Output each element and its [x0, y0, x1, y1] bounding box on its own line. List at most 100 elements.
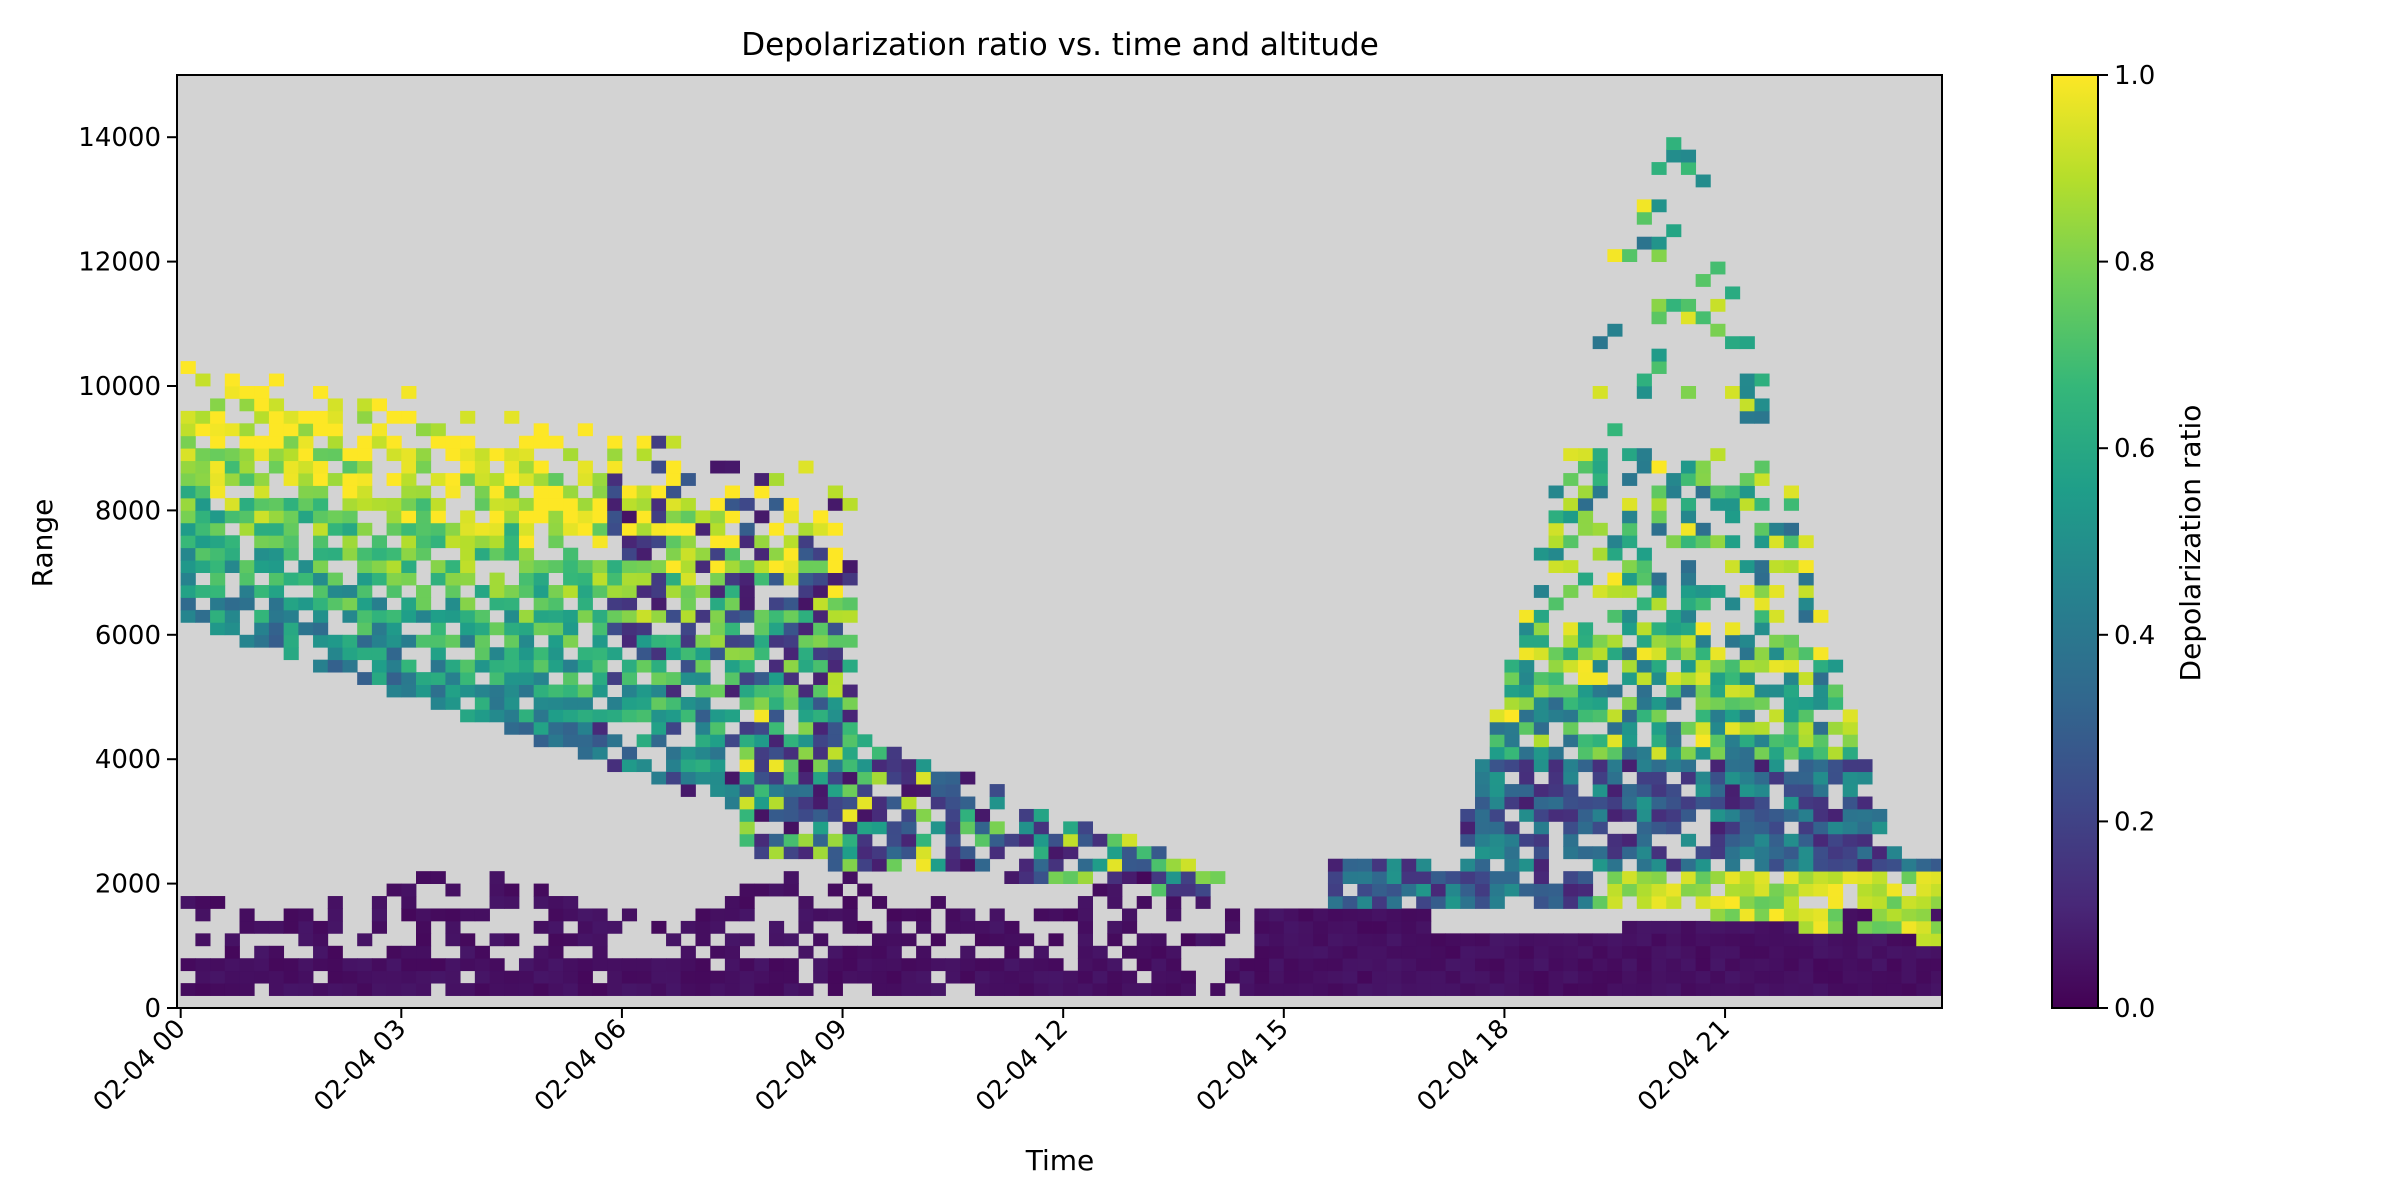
- heatmap-cell: [607, 473, 623, 486]
- heatmap-cell: [1577, 846, 1594, 860]
- heatmap-cell: [666, 435, 682, 449]
- heatmap-cell: [563, 709, 579, 723]
- heatmap-cell: [239, 522, 255, 536]
- heatmap-cell: [268, 920, 285, 934]
- heatmap-cell: [1460, 958, 1476, 972]
- heatmap-cell: [357, 485, 373, 499]
- heatmap-cell: [827, 684, 843, 698]
- heatmap-cell: [1798, 585, 1814, 598]
- heatmap-cell: [1769, 585, 1785, 598]
- heatmap-cell: [1372, 883, 1388, 897]
- heatmap-cell: [1725, 821, 1741, 835]
- heatmap-cell: [430, 684, 446, 698]
- heatmap-cell: [1916, 883, 1932, 897]
- heatmap-cell: [769, 659, 785, 673]
- heatmap-cell: [1813, 746, 1829, 760]
- x-tick-label: 02-04 12: [970, 1014, 1074, 1118]
- heatmap-cell: [769, 734, 785, 748]
- heatmap-cell: [871, 945, 888, 959]
- heatmap-cell: [1842, 908, 1858, 922]
- heatmap-cell: [224, 945, 240, 959]
- heatmap-cell: [1886, 920, 1902, 934]
- heatmap-cell: [813, 721, 829, 735]
- heatmap-cell: [901, 846, 917, 860]
- heatmap-cell: [695, 933, 711, 947]
- heatmap-cell: [1224, 958, 1241, 972]
- heatmap-cell: [1430, 983, 1446, 996]
- heatmap-cell: [1828, 759, 1844, 773]
- heatmap-cell: [210, 510, 226, 524]
- heatmap-cell: [621, 970, 638, 984]
- heatmap-cell: [827, 485, 843, 499]
- heatmap-cell: [1725, 808, 1741, 822]
- heatmap-cell: [1813, 721, 1829, 735]
- heatmap-cell: [1063, 871, 1079, 884]
- heatmap-cell: [636, 609, 652, 623]
- heatmap-cell: [783, 597, 799, 611]
- heatmap-cell: [1283, 945, 1299, 959]
- heatmap-cell: [327, 423, 343, 437]
- heatmap-cell: [1092, 833, 1108, 847]
- heatmap-cell: [1342, 896, 1358, 909]
- heatmap-cell: [313, 945, 329, 959]
- heatmap-cell: [871, 808, 888, 822]
- y-axis-label: Range: [26, 499, 59, 588]
- heatmap-cell: [636, 684, 652, 698]
- heatmap-cell: [974, 933, 991, 947]
- heatmap-cell: [504, 597, 520, 611]
- heatmap-cell: [1783, 771, 1799, 785]
- heatmap-cell: [783, 684, 799, 698]
- heatmap-cell: [1092, 858, 1108, 872]
- heatmap-cell: [1666, 858, 1682, 872]
- heatmap-cell: [1695, 697, 1711, 710]
- heatmap-cell: [813, 609, 829, 623]
- heatmap-cell: [1651, 659, 1667, 673]
- heatmap-cell: [1754, 945, 1770, 959]
- heatmap-cell: [798, 622, 814, 636]
- heatmap-cell: [401, 386, 417, 399]
- heatmap-cell: [1666, 697, 1682, 710]
- heatmap-cell: [1563, 883, 1579, 897]
- heatmap-cell: [1577, 983, 1594, 996]
- heatmap-cell: [533, 585, 549, 598]
- heatmap-cell: [1739, 771, 1755, 785]
- heatmap-cell: [1754, 535, 1770, 549]
- heatmap-cell: [1680, 585, 1697, 598]
- heatmap-cell: [1239, 983, 1255, 996]
- heatmap-cell: [1577, 970, 1594, 984]
- heatmap-cell: [1842, 858, 1858, 872]
- heatmap-cell: [298, 920, 314, 934]
- heatmap-cell: [195, 473, 211, 486]
- heatmap-cell: [1298, 933, 1314, 947]
- heatmap-cell: [1357, 958, 1373, 972]
- heatmap-cell: [945, 833, 961, 847]
- heatmap-cell: [1607, 535, 1623, 549]
- heatmap-cell: [1651, 249, 1667, 262]
- heatmap-cell: [1607, 958, 1623, 972]
- heatmap-cell: [783, 833, 799, 847]
- heatmap-cell: [1548, 684, 1564, 698]
- heatmap-cell: [1622, 883, 1638, 897]
- heatmap-cell: [1710, 945, 1726, 959]
- heatmap-cell: [1769, 858, 1785, 872]
- heatmap-cell: [739, 572, 755, 586]
- heatmap-cell: [1828, 721, 1844, 735]
- heatmap-cell: [739, 796, 755, 810]
- heatmap-cell: [1783, 808, 1799, 822]
- heatmap-cell: [1636, 448, 1652, 462]
- heatmap-cell: [224, 983, 240, 996]
- heatmap-cell: [621, 522, 638, 536]
- heatmap-cell: [577, 920, 593, 934]
- heatmap-cell: [1842, 734, 1858, 748]
- heatmap-cell: [401, 945, 417, 959]
- heatmap-cell: [268, 373, 285, 387]
- heatmap-cell: [195, 585, 211, 598]
- heatmap-cell: [210, 460, 226, 474]
- heatmap-cell: [724, 796, 740, 810]
- heatmap-cell: [710, 522, 726, 536]
- heatmap-cell: [313, 535, 329, 549]
- heatmap-cell: [916, 833, 932, 847]
- heatmap-cell: [1460, 858, 1476, 872]
- heatmap-cell: [710, 622, 726, 636]
- heatmap-cell: [298, 958, 314, 972]
